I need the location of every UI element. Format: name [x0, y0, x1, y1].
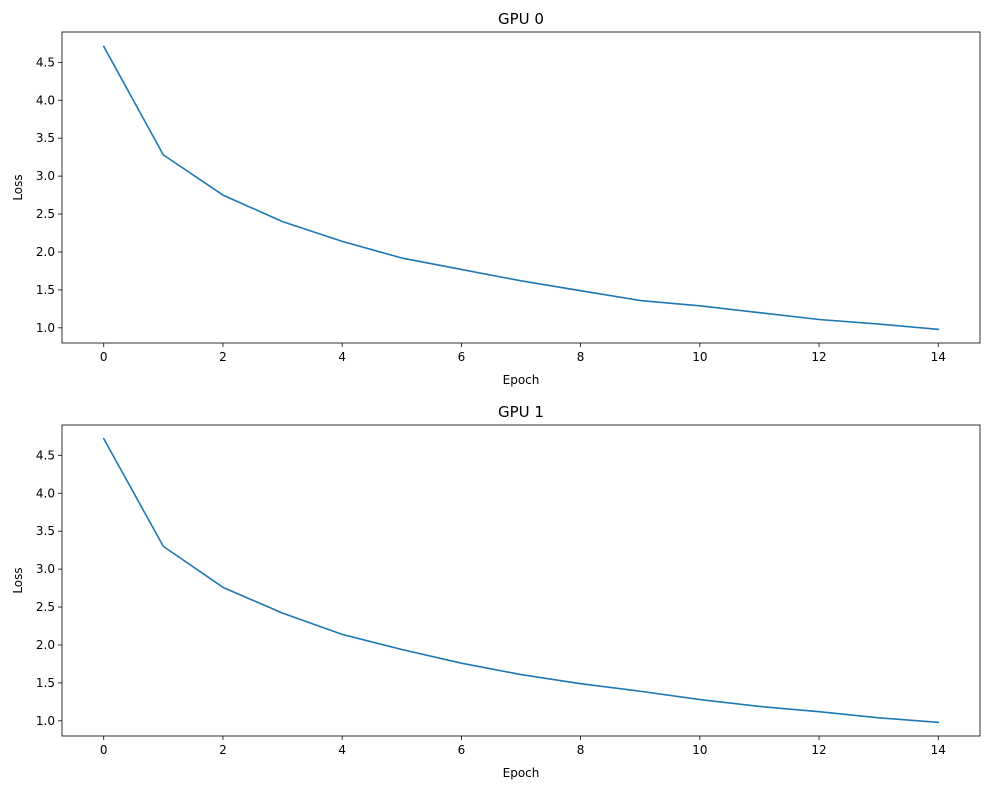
charts-container: GPU 0 0 2 4 6 8 10 12 14 1.0 1.5 2.0 2.5 3.0 3.5 4.0 4.5…: [11, 10, 981, 780]
series-line: [102, 45, 940, 331]
y-tick-label: 2.5: [36, 207, 55, 221]
y-tick-label: 3.0: [36, 169, 55, 183]
x-tick-label: 6: [458, 350, 466, 364]
y-tick-label: 4.0: [36, 93, 55, 107]
x-tick-label: 8: [577, 743, 585, 757]
x-tick-label: 14: [931, 350, 946, 364]
y-tick-label: 3.5: [36, 524, 55, 538]
chart-title: GPU 1: [498, 403, 544, 421]
x-tick-label: 4: [338, 743, 346, 757]
plot-frame: [61, 424, 981, 737]
y-axis-label: Loss: [11, 174, 25, 200]
y-tick-label: 4.5: [36, 55, 55, 69]
chart-title: GPU 0: [498, 10, 544, 28]
y-axis-label: Loss: [11, 567, 25, 593]
x-tick-label: 2: [219, 350, 227, 364]
x-tick-label: 4: [338, 350, 346, 364]
y-tick-label: 1.0: [36, 714, 55, 728]
y-tick-label: 4.0: [36, 486, 55, 500]
x-tick-label: 10: [692, 350, 707, 364]
x-tick-label: 12: [811, 743, 826, 757]
y-tick-label: 1.5: [36, 283, 55, 297]
x-axis-label: Epoch: [503, 373, 540, 387]
y-tick-label: 4.5: [36, 448, 55, 462]
y-tick-label: 3.5: [36, 131, 55, 145]
y-tick-label: 1.5: [36, 676, 55, 690]
y-tick-label: 3.0: [36, 562, 55, 576]
x-tick-label: 10: [692, 743, 707, 757]
plot-frame: [61, 31, 981, 344]
x-tick-label: 6: [458, 743, 466, 757]
series-line: [102, 437, 940, 724]
chart-panel-0: GPU 0 0 2 4 6 8 10 12 14 1.0 1.5 2.0 2.5 3.0 3.5 4.0 4.5…: [11, 10, 981, 387]
y-tick-label: 1.0: [36, 321, 55, 335]
y-tick-label: 2.0: [36, 638, 55, 652]
y-tick-label: 2.0: [36, 245, 55, 259]
chart-panel-1: GPU 1 0 2 4 6 8 10 12 14 1.0 1.5 2.0 2.5 3.0 3.5 4.0 4.5…: [11, 403, 981, 780]
x-tick-label: 2: [219, 743, 227, 757]
x-tick-label: 8: [577, 350, 585, 364]
x-tick-label: 12: [811, 350, 826, 364]
x-tick-label: 14: [931, 743, 946, 757]
x-tick-label: 0: [100, 350, 108, 364]
y-tick-label: 2.5: [36, 600, 55, 614]
x-axis-label: Epoch: [503, 766, 540, 780]
x-tick-label: 0: [100, 743, 108, 757]
